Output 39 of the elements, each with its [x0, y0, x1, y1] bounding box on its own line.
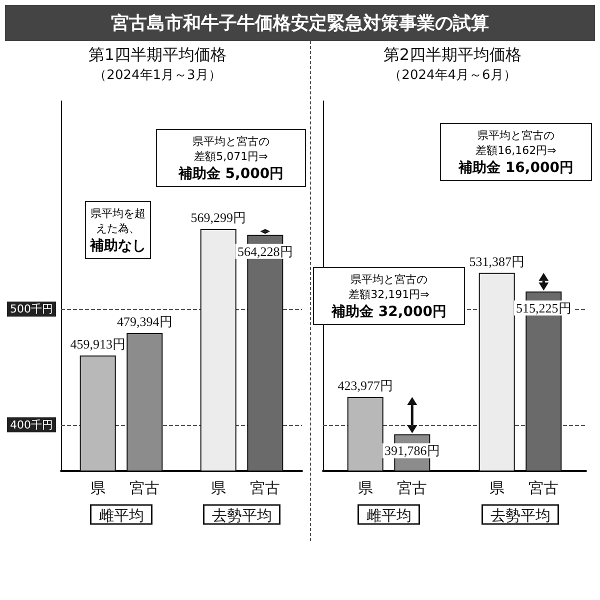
series-label: 県: [356, 479, 374, 498]
chart-subtitle: （2024年4月～6月）: [388, 67, 518, 84]
annotation: 県平均と宮古の差額16,162円⇒: [474, 128, 558, 158]
text: 宮古: [528, 479, 559, 497]
note-box: 県平均を超えた為、 補助なし: [85, 201, 151, 259]
annotation: 補助金 32,000円: [330, 304, 448, 320]
x-tick-label: 雌平均: [366, 506, 412, 524]
data-label: 391,786円: [384, 443, 440, 458]
series-label: 宮古: [396, 479, 428, 498]
chart-title: 第1四半期平均価格: [87, 45, 228, 66]
ref-line-label: 400千円: [10, 418, 53, 432]
data-label: 531,387円: [469, 254, 524, 269]
text: 宮古島市和牛子牛価格安定緊急対策事業の試算: [5, 5, 595, 41]
data-label: 423,977円: [338, 378, 393, 394]
data-label: 479,394円: [117, 314, 172, 329]
annotation: 県平均を超えた為、: [90, 206, 146, 236]
data-label: 515,225円: [516, 300, 572, 316]
annotation: 県平均と宮古の差額32,191円⇒: [348, 272, 430, 302]
chart-title: 第2四半期平均価格: [382, 45, 523, 66]
ref-line-label: 500千円: [10, 302, 53, 316]
series-label: 県: [89, 479, 106, 498]
data-label: 569,299円: [190, 210, 246, 225]
data-label: 564,228円: [238, 244, 293, 259]
series-label: 宮古: [128, 479, 161, 498]
x-tick-label: 去勢平均: [490, 506, 550, 524]
x-tick-label: 去勢平均: [212, 506, 272, 524]
text: 県: [489, 479, 504, 497]
annotation: 補助金 5,000円: [177, 166, 285, 182]
annotation: 補助金 16,000円: [457, 160, 574, 176]
note-box: 県平均と宮古の差額16,162円⇒ 補助金 16,000円: [440, 123, 592, 181]
x-tick-label: 雌平均: [98, 506, 144, 524]
text: 県: [210, 479, 226, 497]
annotation: 県平均と宮古の差額5,071円⇒: [192, 134, 270, 164]
chart-subtitle: （2024年1月～3月）: [92, 67, 222, 84]
note-box: 県平均と宮古の差額32,191円⇒ 補助金 32,000円: [313, 267, 465, 325]
note-box: 県平均と宮古の差額5,071円⇒ 補助金 5,000円: [156, 129, 306, 187]
data-label: 459,913円: [70, 336, 126, 352]
text: 宮古: [250, 479, 280, 497]
annotation: 補助なし: [89, 238, 147, 254]
